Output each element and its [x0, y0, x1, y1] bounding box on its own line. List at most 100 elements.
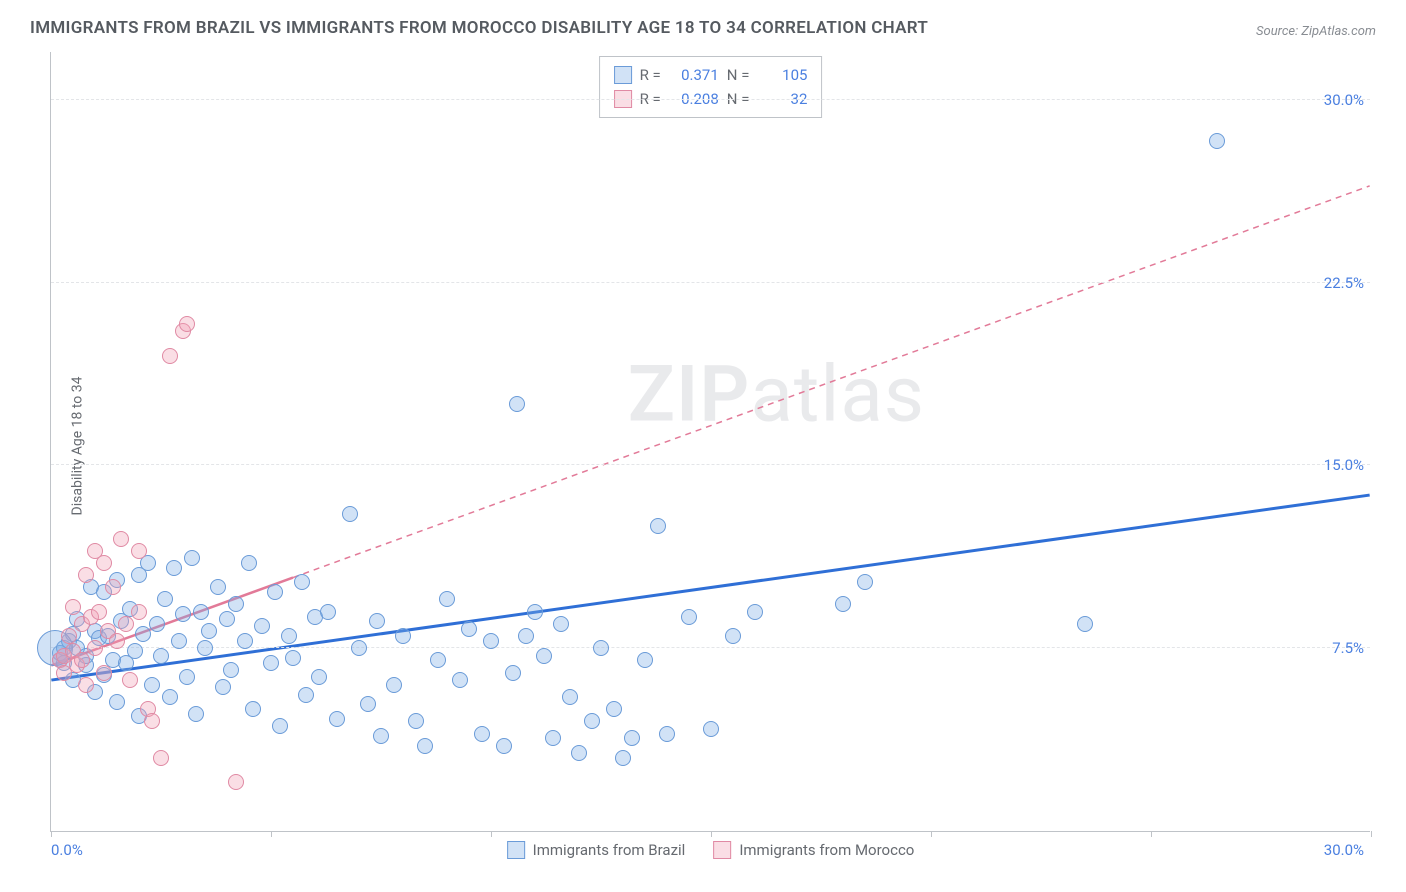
legend-label-brazil: Immigrants from Brazil [533, 841, 686, 859]
point-brazil [285, 650, 301, 666]
point-morocco [105, 579, 121, 595]
point-brazil [184, 550, 200, 566]
point-brazil [197, 640, 213, 656]
point-morocco [96, 555, 112, 571]
point-morocco [162, 348, 178, 364]
source-attribution: Source: ZipAtlas.com [1256, 24, 1376, 39]
point-brazil [219, 611, 235, 627]
r-label: R = [640, 63, 661, 87]
x-tick [1371, 831, 1372, 837]
point-brazil [188, 706, 204, 722]
x-tick [51, 831, 52, 837]
swatch-brazil [614, 66, 632, 84]
x-tick [931, 831, 932, 837]
y-tick-label: 30.0% [1324, 91, 1364, 109]
point-brazil [637, 652, 653, 668]
scatter-plot-area: ZIPatlas R = 0.371 N = 105 R = 0.208 N =… [50, 52, 1370, 832]
point-brazil [518, 628, 534, 644]
point-brazil [267, 584, 283, 600]
point-brazil [109, 694, 125, 710]
r-value-brazil: 0.371 [669, 63, 719, 87]
point-brazil [615, 750, 631, 766]
point-brazil [294, 574, 310, 590]
x-tick [491, 831, 492, 837]
point-brazil [417, 738, 433, 754]
point-brazil [496, 738, 512, 754]
point-brazil [311, 669, 327, 685]
point-brazil [483, 633, 499, 649]
point-brazil [369, 613, 385, 629]
point-morocco [122, 672, 138, 688]
point-brazil [545, 730, 561, 746]
chart-title: IMMIGRANTS FROM BRAZIL VS IMMIGRANTS FRO… [30, 18, 928, 38]
point-brazil [461, 621, 477, 637]
point-brazil [272, 718, 288, 734]
point-brazil [210, 579, 226, 595]
point-brazil [157, 591, 173, 607]
legend-item-morocco: Immigrants from Morocco [713, 841, 914, 859]
point-brazil [241, 555, 257, 571]
x-tick [711, 831, 712, 837]
point-brazil [474, 726, 490, 742]
correlation-stats-box: R = 0.371 N = 105 R = 0.208 N = 32 [599, 56, 823, 118]
point-morocco [113, 531, 129, 547]
point-morocco [109, 633, 125, 649]
gridline [51, 99, 1370, 100]
point-brazil [171, 633, 187, 649]
point-brazil [298, 687, 314, 703]
point-brazil [351, 640, 367, 656]
swatch-brazil [507, 841, 525, 859]
n-label: N = [727, 63, 750, 87]
point-morocco [131, 604, 147, 620]
legend-item-brazil: Immigrants from Brazil [507, 841, 686, 859]
point-brazil [223, 662, 239, 678]
point-brazil [162, 689, 178, 705]
point-brazil [725, 628, 741, 644]
point-brazil [857, 574, 873, 590]
point-brazil [254, 618, 270, 634]
point-brazil [166, 560, 182, 576]
point-brazil [835, 596, 851, 612]
point-morocco [78, 567, 94, 583]
y-tick-label: 7.5% [1332, 639, 1364, 657]
point-brazil [1209, 133, 1225, 149]
point-brazil [606, 701, 622, 717]
point-brazil [536, 648, 552, 664]
x-axis-min-label: 0.0% [51, 841, 83, 859]
point-brazil [562, 689, 578, 705]
swatch-morocco [713, 841, 731, 859]
point-brazil [1077, 616, 1093, 632]
point-brazil [215, 679, 231, 695]
point-morocco [65, 599, 81, 615]
point-brazil [747, 604, 763, 620]
gridline [51, 464, 1370, 465]
point-morocco [87, 640, 103, 656]
point-morocco [179, 316, 195, 332]
point-morocco [118, 616, 134, 632]
point-brazil [237, 633, 253, 649]
gridline [51, 282, 1370, 283]
point-brazil [408, 713, 424, 729]
y-tick-label: 15.0% [1324, 456, 1364, 474]
x-tick [271, 831, 272, 837]
point-brazil [624, 730, 640, 746]
x-axis-max-label: 30.0% [1324, 841, 1364, 859]
point-brazil [360, 696, 376, 712]
point-brazil [681, 609, 697, 625]
point-brazil [505, 665, 521, 681]
point-brazil [553, 616, 569, 632]
point-brazil [593, 640, 609, 656]
point-morocco [78, 677, 94, 693]
point-brazil [144, 677, 160, 693]
x-tick [1151, 831, 1152, 837]
bottom-legend: Immigrants from Brazil Immigrants from M… [507, 841, 915, 859]
point-brazil [373, 728, 389, 744]
point-brazil [386, 677, 402, 693]
n-value-brazil: 105 [757, 63, 807, 87]
point-brazil [329, 711, 345, 727]
point-brazil [659, 726, 675, 742]
point-morocco [153, 750, 169, 766]
point-brazil [179, 669, 195, 685]
stats-row-brazil: R = 0.371 N = 105 [614, 63, 808, 87]
point-brazil [263, 655, 279, 671]
